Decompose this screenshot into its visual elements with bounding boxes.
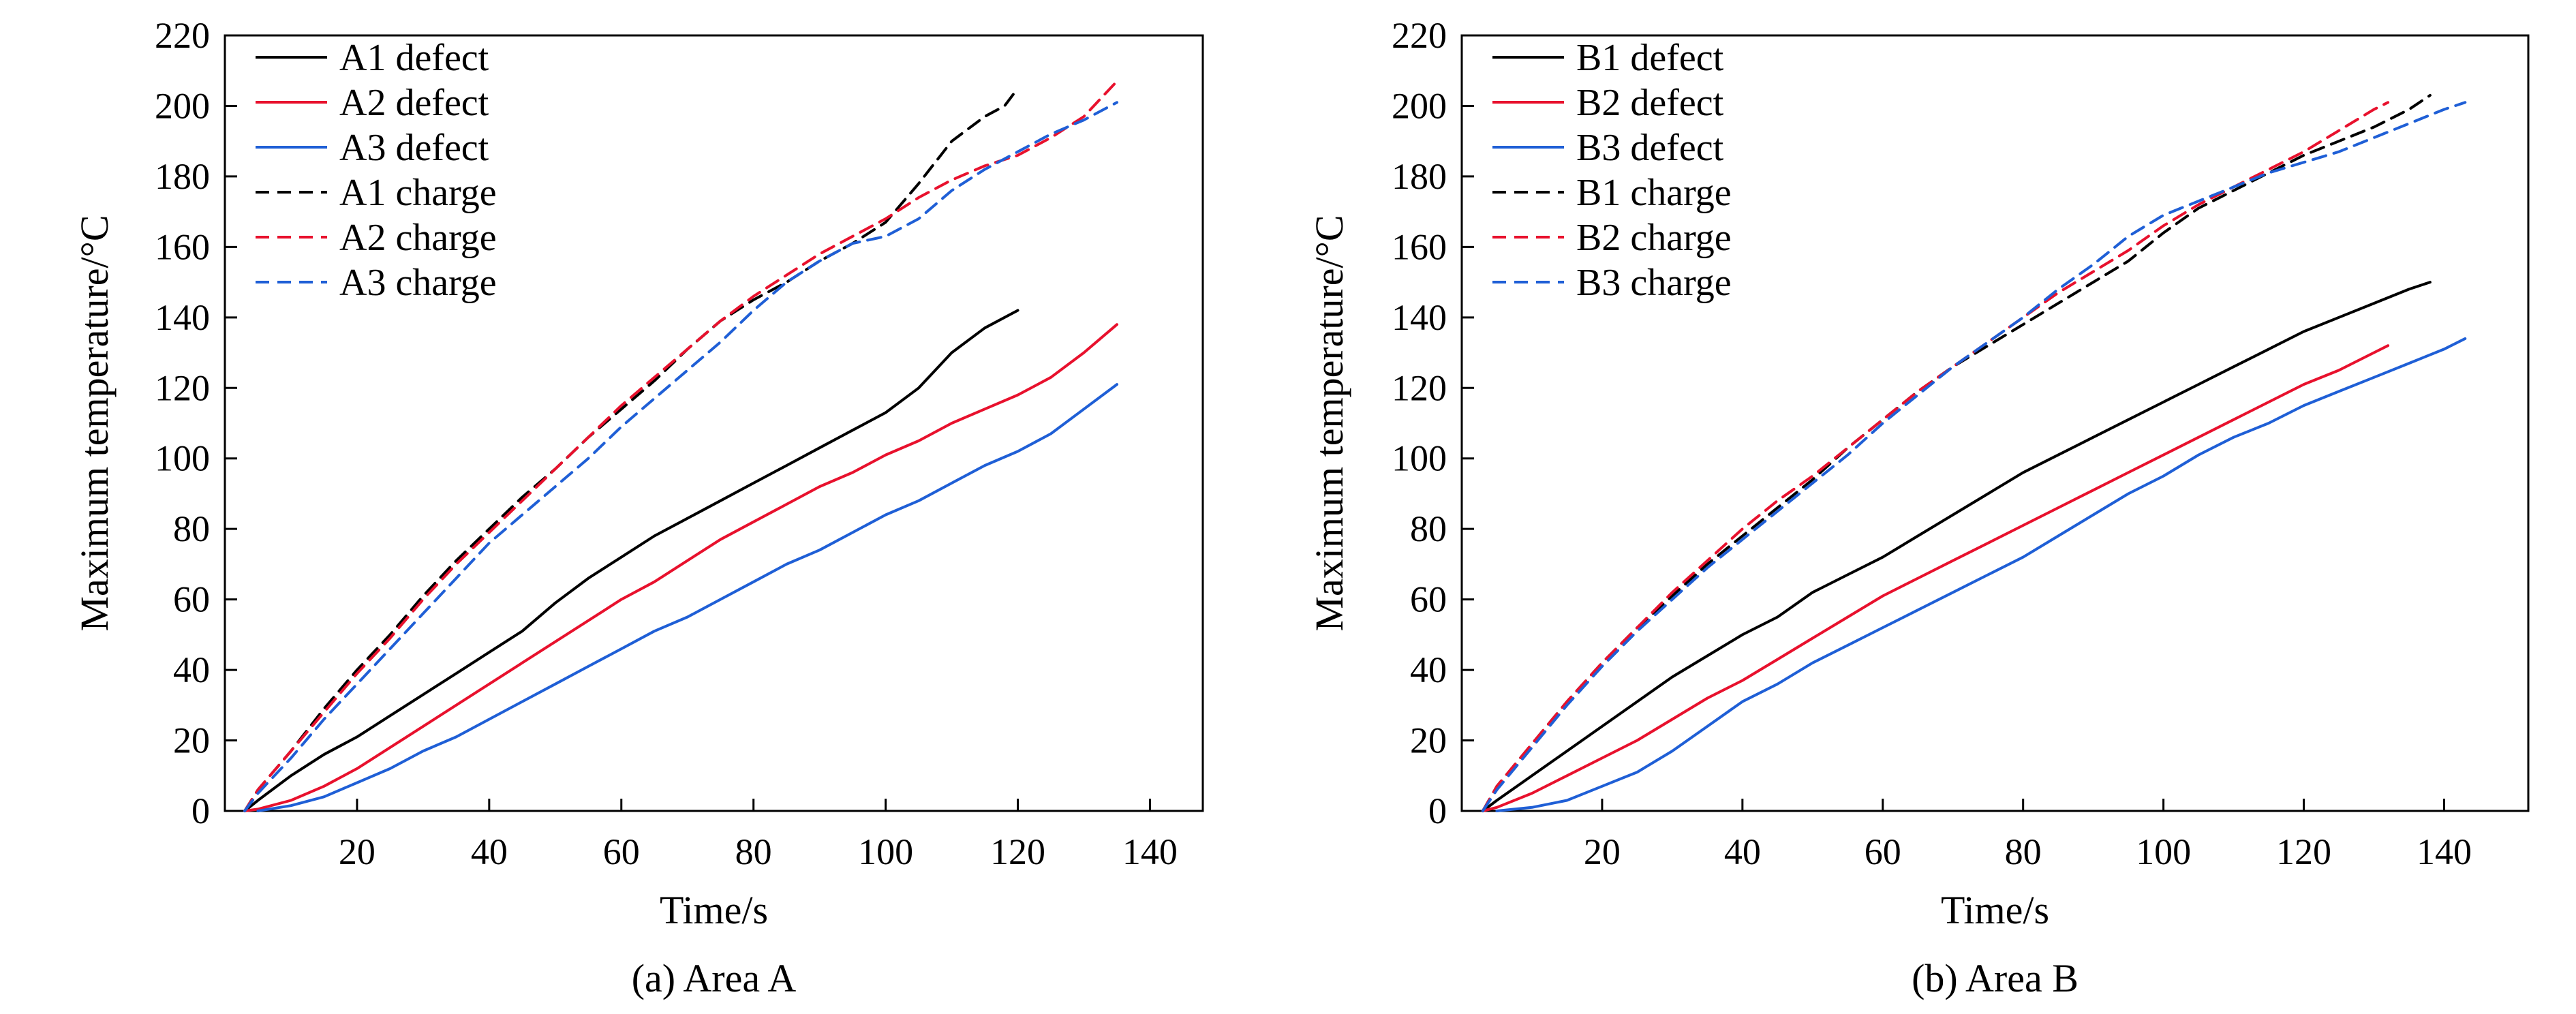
chart-b-x-tick-label: 40: [1724, 831, 1761, 872]
chart-b-y-tick-label: 120: [1392, 367, 1447, 408]
chart-b-y-tick-label: 80: [1410, 508, 1447, 549]
chart-a-series-line-a1-defect: [243, 309, 1019, 812]
chart-a-x-axis-label: Time/s: [660, 888, 768, 932]
chart-a-x-tick-label: 100: [858, 831, 913, 872]
chart-b-y-tick-label: 180: [1392, 156, 1447, 197]
chart-a-legend-label: A3 defect: [339, 127, 489, 169]
chart-b-legend-label: B2 charge: [1576, 217, 1732, 259]
chart-a-y-tick-label: 200: [155, 85, 210, 126]
chart-a-legend-label: A1 charge: [339, 172, 497, 214]
chart-a-series-line-a3-defect: [256, 383, 1118, 812]
chart-a-series-line-a2-defect: [243, 323, 1118, 812]
chart-b-y-tick-label: 60: [1410, 579, 1447, 620]
chart-a-series-line-a3-charge: [243, 101, 1118, 812]
chart-a-y-tick-label: 120: [155, 367, 210, 408]
chart-b-x-tick-label: 80: [2005, 831, 2042, 872]
chart-b-y-axis-label: Maximum temperature/°C: [1307, 215, 1351, 631]
chart-a-x-tick-label: 80: [735, 831, 772, 872]
chart-b-y-tick-label: 100: [1392, 438, 1447, 479]
chart-a-y-tick-label: 160: [155, 226, 210, 267]
chart-a: 0 20 40 60 80 100 120 140 160 180 200 220 20 40 60 80 10…: [72, 15, 1204, 1000]
chart-a-x-tick-label: 60: [603, 831, 640, 872]
chart-a-y-axis-label: Maximum temperature/°C: [72, 215, 117, 631]
chart-b-x-tick-label: 140: [2417, 831, 2472, 872]
chart-b-y-tick-label: 220: [1392, 15, 1447, 56]
chart-b-y-tick-label: 160: [1392, 226, 1447, 267]
chart-b-series-line-b2-defect: [1481, 344, 2390, 812]
chart-a-y-tick-label: 80: [173, 508, 210, 549]
chart-a-series-line-a1-charge: [243, 87, 1019, 812]
chart-a-y-tick-label: 20: [173, 720, 210, 761]
chart-b-y-tick-label: 0: [1428, 790, 1447, 831]
chart-a-y-tick-label: 220: [155, 15, 210, 56]
chart-b-x-tick-label: 100: [2136, 831, 2191, 872]
chart-a-legend-label: A3 charge: [339, 262, 497, 304]
chart-b-x-tick-label: 120: [2276, 831, 2331, 872]
chart-b-caption: (b) Area B: [1912, 956, 2079, 1000]
chart-b-series-line-b2-charge: [1481, 101, 2390, 812]
chart-a-y-tick-label: 100: [155, 438, 210, 479]
chart-b-legend-label: B1 charge: [1576, 172, 1732, 214]
chart-b-legend-label: B2 defect: [1576, 82, 1724, 124]
chart-a-plot-frame: [224, 34, 1204, 812]
chart-b-y-tick-label: 20: [1410, 720, 1447, 761]
chart-a-x-tick-label: 20: [339, 831, 375, 872]
chart-b-y-tick-label: 40: [1410, 649, 1447, 690]
chart-a-x-tick-label: 40: [471, 831, 508, 872]
chart-a-y-tick-label: 180: [155, 156, 210, 197]
chart-b-legend-label: B3 defect: [1576, 127, 1724, 169]
chart-b-series-line-b3-defect: [1495, 337, 2467, 812]
chart-a-y-tick-label: 40: [173, 649, 210, 690]
chart-a-legend-label: A2 charge: [339, 217, 497, 259]
chart-b-plot-frame: [1460, 34, 2530, 812]
chart-a-x-tick-label: 120: [990, 831, 1045, 872]
chart-a-y-tick-label: 140: [155, 297, 210, 338]
chart-a-y-tick-label: 0: [191, 790, 210, 831]
chart-b-series-line-b3-charge: [1481, 101, 2467, 812]
chart-a-legend-label: A1 defect: [339, 37, 489, 79]
chart-b-y-tick-label: 140: [1392, 297, 1447, 338]
chart-a-series-line-a2-charge: [243, 80, 1118, 812]
chart-a-caption: (a) Area A: [632, 956, 797, 1000]
chart-b-x-tick-label: 20: [1584, 831, 1621, 872]
chart-b-legend-label: B1 defect: [1576, 37, 1724, 79]
chart-a-legend-label: A2 defect: [339, 82, 489, 124]
chart-b-series-line-b1-defect: [1481, 281, 2432, 812]
chart-b-y-tick-label: 200: [1392, 85, 1447, 126]
chart-b-x-tick-label: 60: [1865, 831, 1901, 872]
chart-b-legend-label: B3 charge: [1576, 262, 1732, 304]
chart-b: 0 20 40 60 80 100 120 140 160 180 200 220 20 40 60 80 10…: [1307, 15, 2530, 1000]
chart-a-y-tick-label: 60: [173, 579, 210, 620]
chart-b-x-axis-label: Time/s: [1941, 888, 2049, 932]
chart-a-x-tick-label: 140: [1122, 831, 1178, 872]
